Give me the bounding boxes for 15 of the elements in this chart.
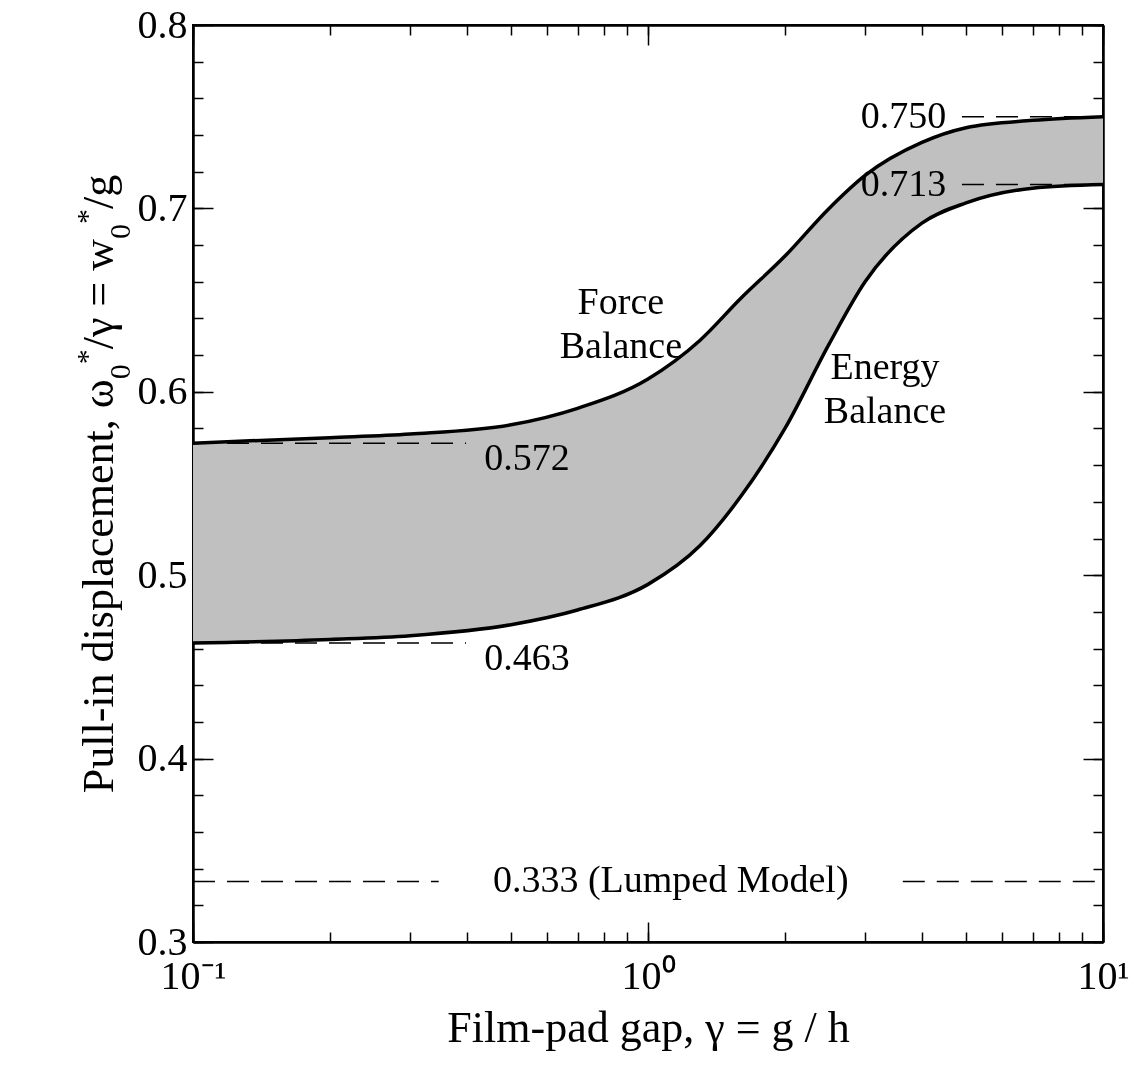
ref-line-label: 0.572 xyxy=(484,436,570,479)
y-tick-label: 0.7 xyxy=(137,184,188,230)
ref-line-label: 0.713 xyxy=(860,161,947,204)
y-tick-label: 0.5 xyxy=(137,551,188,597)
y-tick-label: 0.4 xyxy=(137,735,188,781)
x-axis-title: Film-pad gap, γ = g / h xyxy=(447,1002,850,1052)
y-tick-label: 0.6 xyxy=(137,368,188,414)
ref-line-label: 0.333 (Lumped Model) xyxy=(492,858,849,902)
ref-line-label: 0.750 xyxy=(860,93,947,136)
x-tick-label: 10⁰ xyxy=(621,952,676,998)
ref-line-label: 0.463 xyxy=(484,636,570,679)
x-tick-label: 10¹ xyxy=(1077,952,1130,998)
series-label: Force Balance xyxy=(559,280,683,367)
series-label: Energy Balance xyxy=(823,345,947,432)
y-tick-label: 0.8 xyxy=(137,1,188,47)
